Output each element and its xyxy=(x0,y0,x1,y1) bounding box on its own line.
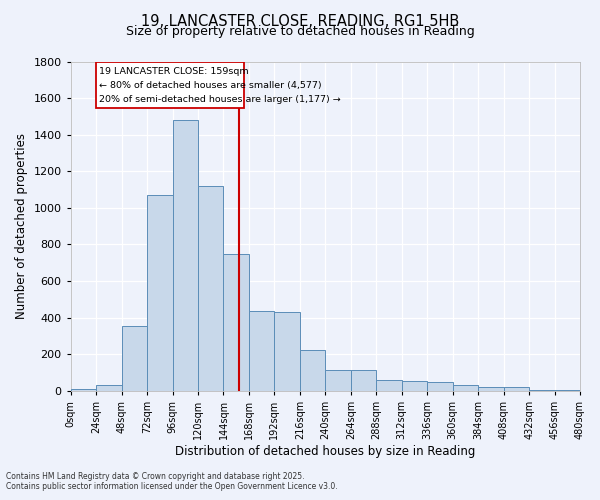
X-axis label: Distribution of detached houses by size in Reading: Distribution of detached houses by size … xyxy=(175,444,476,458)
Bar xyxy=(325,370,351,390)
Bar xyxy=(147,195,173,390)
Text: 19, LANCASTER CLOSE, READING, RG1 5HB: 19, LANCASTER CLOSE, READING, RG1 5HB xyxy=(141,14,459,29)
Text: Size of property relative to detached houses in Reading: Size of property relative to detached ho… xyxy=(125,25,475,38)
Bar xyxy=(376,380,402,390)
Bar xyxy=(198,186,223,390)
Bar xyxy=(351,370,376,390)
Bar xyxy=(71,389,96,390)
Bar xyxy=(223,254,249,390)
Text: 19 LANCASTER CLOSE: 159sqm
← 80% of detached houses are smaller (4,577)
20% of s: 19 LANCASTER CLOSE: 159sqm ← 80% of deta… xyxy=(100,67,341,104)
Bar xyxy=(122,326,147,390)
Bar xyxy=(300,350,325,391)
Text: Contains HM Land Registry data © Crown copyright and database right 2025.: Contains HM Land Registry data © Crown c… xyxy=(6,472,305,481)
Bar xyxy=(478,387,503,390)
FancyBboxPatch shape xyxy=(96,62,244,108)
Bar xyxy=(249,311,274,390)
Bar xyxy=(452,385,478,390)
Text: Contains public sector information licensed under the Open Government Licence v3: Contains public sector information licen… xyxy=(6,482,338,491)
Y-axis label: Number of detached properties: Number of detached properties xyxy=(15,133,28,319)
Bar xyxy=(402,380,427,390)
Bar xyxy=(503,387,529,390)
Bar xyxy=(427,382,452,390)
Bar xyxy=(96,385,122,390)
Bar xyxy=(173,120,198,390)
Bar xyxy=(274,312,300,390)
